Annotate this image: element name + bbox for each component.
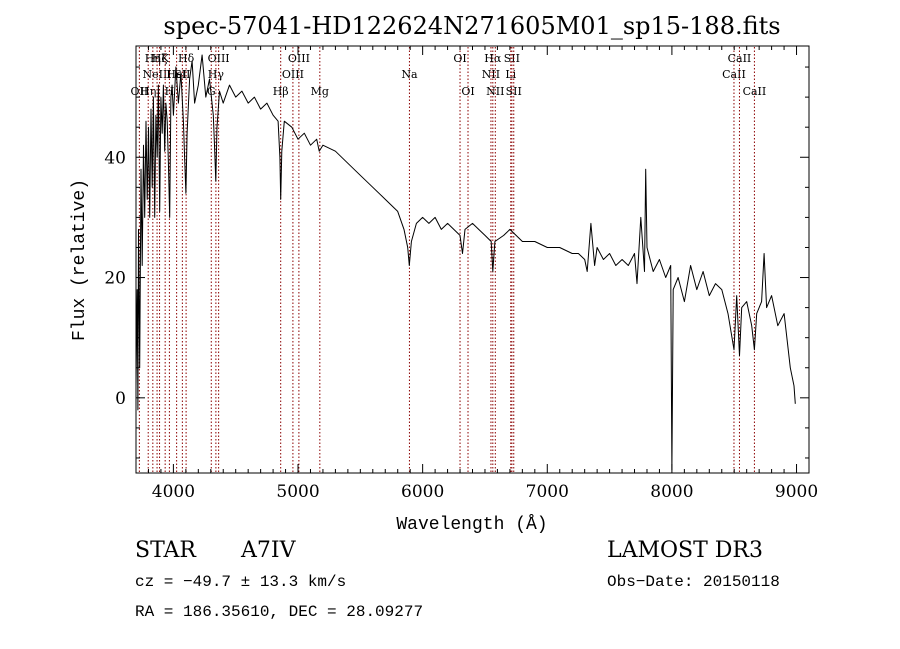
- line-marker-label: Hδ: [178, 52, 195, 65]
- line-marker-label: CaII: [743, 85, 767, 98]
- line-marker-label: H: [165, 85, 175, 98]
- line-marker-label: CaII: [728, 52, 752, 65]
- x-tick-label: 9000: [775, 482, 818, 502]
- line-marker-label: OI: [461, 85, 474, 98]
- line-marker-label: SII: [506, 85, 522, 98]
- redshift-cz: cz = −49.7 ± 13.3 km/s: [135, 573, 347, 591]
- x-tick-label: 5000: [276, 482, 319, 502]
- line-marker-label: SII: [504, 52, 520, 65]
- line-marker-label: Hγ: [208, 68, 225, 81]
- line-marker-label: Li: [505, 68, 516, 81]
- line-markers: OIIHηHηNeIIIHζKHHeISIIHδGHγOIIIHβOIIIOII…: [131, 47, 767, 472]
- series-line-flux: [135, 54, 796, 471]
- line-marker-label: OI: [453, 52, 466, 65]
- coordinates: RA = 186.35610, DEC = 28.09277: [135, 603, 424, 621]
- y-tick-label: 40: [104, 148, 126, 168]
- y-axis-label: Flux (relative): [70, 179, 90, 341]
- x-tick-label: 4000: [152, 482, 195, 502]
- line-marker-label: K: [161, 52, 170, 65]
- line-marker-label: Hα: [484, 52, 502, 65]
- line-marker-label: NeIII: [142, 68, 171, 81]
- line-marker-label: Mg: [311, 85, 329, 98]
- line-marker-label: Hζ: [152, 52, 168, 65]
- line-marker-label: Na: [401, 68, 418, 81]
- x-axis-label: Wavelength (Å): [396, 514, 547, 535]
- line-marker-label: OIII: [288, 52, 310, 65]
- series-layer: [135, 54, 796, 471]
- line-marker-label: CaII: [722, 68, 746, 81]
- line-marker-label: Hβ: [273, 85, 289, 98]
- x-tick-label: 8000: [650, 482, 693, 502]
- y-tick-label: 0: [115, 389, 126, 409]
- line-marker-label: Hη: [140, 85, 156, 98]
- survey-name: LAMOST DR3: [607, 538, 763, 563]
- line-marker-label: SII: [174, 68, 190, 81]
- x-tick-label: 7000: [526, 482, 569, 502]
- line-marker-label: OII: [131, 85, 149, 98]
- line-marker-label: OIII: [208, 52, 230, 65]
- line-marker-label: NII: [486, 85, 504, 98]
- axis-ticks: 4000 5000 6000 7000 8000 9000 0 20 40: [104, 46, 818, 502]
- line-marker-label: NII: [482, 68, 500, 81]
- y-tick-label: 20: [104, 269, 126, 289]
- x-tick-label: 6000: [401, 482, 444, 502]
- object-type: STAR: [135, 538, 196, 563]
- line-marker-label: OIII: [282, 68, 304, 81]
- chart-title: spec-57041-HD122624N271605M01_sp15-188.f…: [163, 12, 780, 40]
- observation-date: Obs−Date: 20150118: [607, 573, 780, 591]
- object-subclass: A7IV: [241, 538, 296, 563]
